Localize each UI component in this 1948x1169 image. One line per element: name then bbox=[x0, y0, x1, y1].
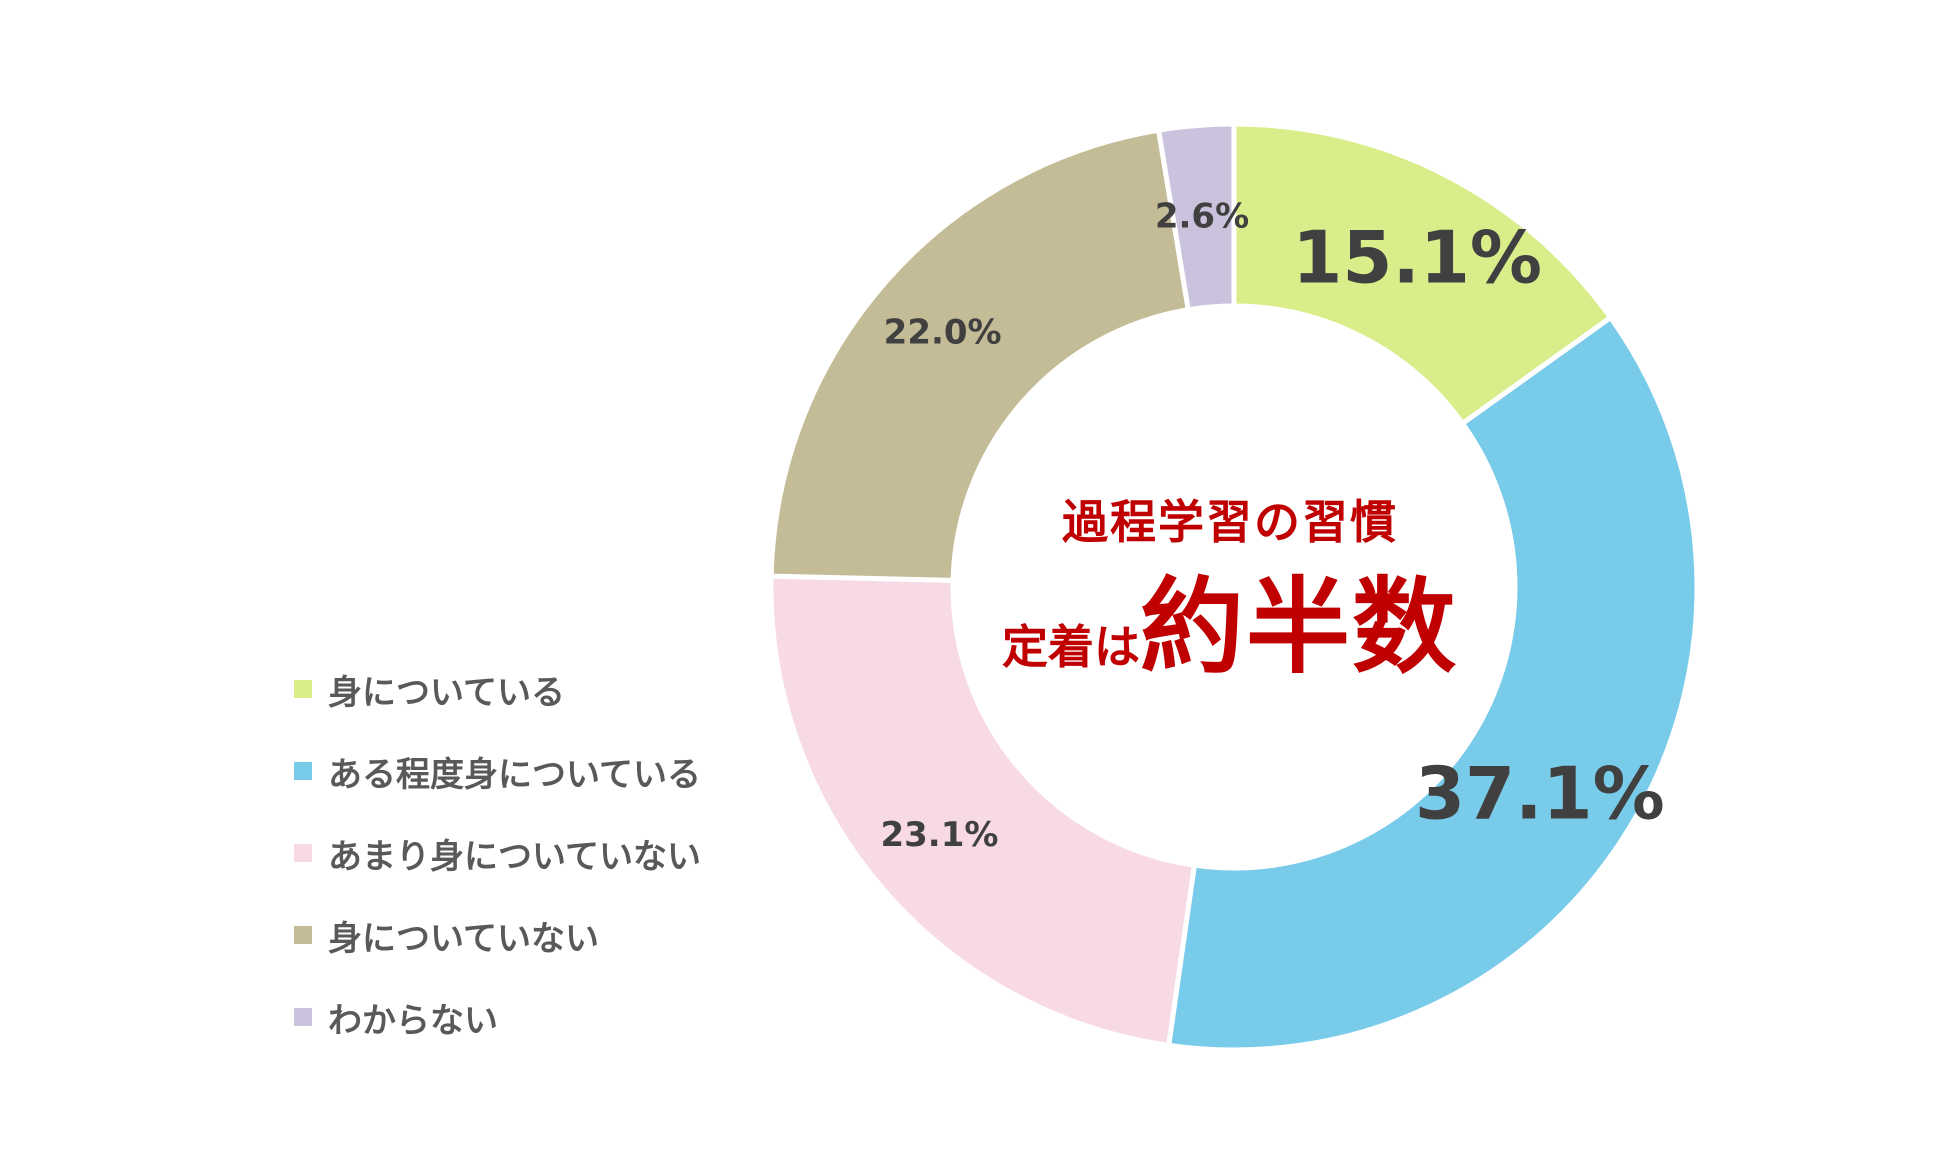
donut-slice bbox=[768, 573, 1198, 1049]
legend-label: ある程度身についている bbox=[328, 754, 701, 795]
donut-slice bbox=[1165, 314, 1700, 1053]
legend-label: 身についていない bbox=[328, 918, 599, 959]
legend-swatch bbox=[294, 926, 312, 944]
center-subtitle: 定着は約半数 bbox=[980, 562, 1480, 723]
legend-item: 身についている bbox=[294, 648, 814, 730]
donut-slice bbox=[768, 127, 1192, 583]
data-label: 2.6% bbox=[1155, 197, 1249, 237]
center-subtitle-emphasis: 約半数 bbox=[1139, 566, 1458, 688]
legend-swatch bbox=[294, 680, 312, 698]
data-label: 23.1% bbox=[880, 815, 998, 855]
legend-item: あまり身についていない bbox=[294, 812, 814, 894]
legend: 身についている ある程度身についている あまり身についていない 身についていない… bbox=[294, 648, 814, 1058]
legend-item: 身についていない bbox=[294, 894, 814, 976]
legend-item: わからない bbox=[294, 976, 814, 1058]
center-subtitle-prefix: 定着は bbox=[1001, 620, 1140, 674]
donut-slice bbox=[1231, 121, 1615, 427]
legend-label: あまり身についていない bbox=[328, 836, 701, 877]
legend-item: ある程度身についている bbox=[294, 730, 814, 812]
donut-slice bbox=[1155, 121, 1237, 313]
legend-swatch bbox=[294, 762, 312, 780]
center-annotation: 過程学習の習慣 定着は約半数 bbox=[980, 490, 1480, 723]
data-label: 37.1% bbox=[1415, 751, 1665, 835]
legend-swatch bbox=[294, 1008, 312, 1026]
data-label: 22.0% bbox=[884, 312, 1002, 352]
data-label: 15.1% bbox=[1292, 216, 1542, 300]
legend-label: わからない bbox=[328, 1000, 498, 1041]
legend-swatch bbox=[294, 844, 312, 862]
center-title: 過程学習の習慣 bbox=[1062, 495, 1398, 549]
legend-label: 身についている bbox=[328, 672, 565, 713]
